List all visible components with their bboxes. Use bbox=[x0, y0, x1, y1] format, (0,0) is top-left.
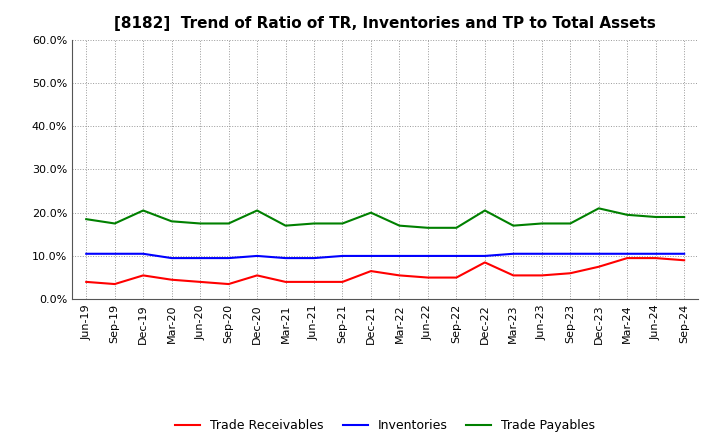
Line: Inventories: Inventories bbox=[86, 254, 684, 258]
Trade Receivables bbox=[652, 256, 660, 261]
Trade Receivables bbox=[595, 264, 603, 269]
Inventories bbox=[423, 253, 432, 259]
Trade Receivables bbox=[167, 277, 176, 282]
Trade Payables bbox=[196, 221, 204, 226]
Trade Payables bbox=[537, 221, 546, 226]
Inventories bbox=[566, 251, 575, 257]
Title: [8182]  Trend of Ratio of TR, Inventories and TP to Total Assets: [8182] Trend of Ratio of TR, Inventories… bbox=[114, 16, 656, 32]
Inventories bbox=[253, 253, 261, 259]
Inventories bbox=[652, 251, 660, 257]
Trade Payables bbox=[509, 223, 518, 228]
Inventories bbox=[480, 253, 489, 259]
Inventories bbox=[338, 253, 347, 259]
Trade Payables bbox=[167, 219, 176, 224]
Inventories bbox=[110, 251, 119, 257]
Trade Receivables bbox=[310, 279, 318, 285]
Trade Receivables bbox=[338, 279, 347, 285]
Trade Receivables bbox=[480, 260, 489, 265]
Trade Payables bbox=[366, 210, 375, 215]
Trade Payables bbox=[338, 221, 347, 226]
Trade Receivables bbox=[366, 268, 375, 274]
Inventories bbox=[196, 256, 204, 261]
Trade Payables bbox=[310, 221, 318, 226]
Trade Payables bbox=[225, 221, 233, 226]
Inventories bbox=[537, 251, 546, 257]
Trade Receivables bbox=[253, 273, 261, 278]
Trade Payables bbox=[139, 208, 148, 213]
Inventories bbox=[167, 256, 176, 261]
Inventories bbox=[452, 253, 461, 259]
Trade Receivables bbox=[225, 282, 233, 287]
Trade Receivables bbox=[196, 279, 204, 285]
Trade Payables bbox=[110, 221, 119, 226]
Trade Receivables bbox=[110, 282, 119, 287]
Trade Receivables bbox=[537, 273, 546, 278]
Legend: Trade Receivables, Inventories, Trade Payables: Trade Receivables, Inventories, Trade Pa… bbox=[170, 414, 600, 437]
Trade Payables bbox=[423, 225, 432, 231]
Trade Payables bbox=[82, 216, 91, 222]
Inventories bbox=[139, 251, 148, 257]
Inventories bbox=[509, 251, 518, 257]
Inventories bbox=[595, 251, 603, 257]
Trade Receivables bbox=[82, 279, 91, 285]
Inventories bbox=[225, 256, 233, 261]
Inventories bbox=[282, 256, 290, 261]
Trade Receivables bbox=[423, 275, 432, 280]
Inventories bbox=[680, 251, 688, 257]
Inventories bbox=[310, 256, 318, 261]
Trade Payables bbox=[623, 212, 631, 217]
Inventories bbox=[82, 251, 91, 257]
Trade Receivables bbox=[282, 279, 290, 285]
Trade Receivables bbox=[680, 258, 688, 263]
Line: Trade Payables: Trade Payables bbox=[86, 208, 684, 228]
Trade Payables bbox=[566, 221, 575, 226]
Trade Payables bbox=[282, 223, 290, 228]
Trade Payables bbox=[452, 225, 461, 231]
Line: Trade Receivables: Trade Receivables bbox=[86, 258, 684, 284]
Inventories bbox=[395, 253, 404, 259]
Trade Receivables bbox=[452, 275, 461, 280]
Trade Receivables bbox=[509, 273, 518, 278]
Trade Payables bbox=[395, 223, 404, 228]
Trade Receivables bbox=[566, 271, 575, 276]
Trade Payables bbox=[253, 208, 261, 213]
Trade Payables bbox=[652, 214, 660, 220]
Trade Payables bbox=[595, 205, 603, 211]
Trade Receivables bbox=[139, 273, 148, 278]
Trade Receivables bbox=[395, 273, 404, 278]
Trade Receivables bbox=[623, 256, 631, 261]
Inventories bbox=[366, 253, 375, 259]
Inventories bbox=[623, 251, 631, 257]
Trade Payables bbox=[680, 214, 688, 220]
Trade Payables bbox=[480, 208, 489, 213]
